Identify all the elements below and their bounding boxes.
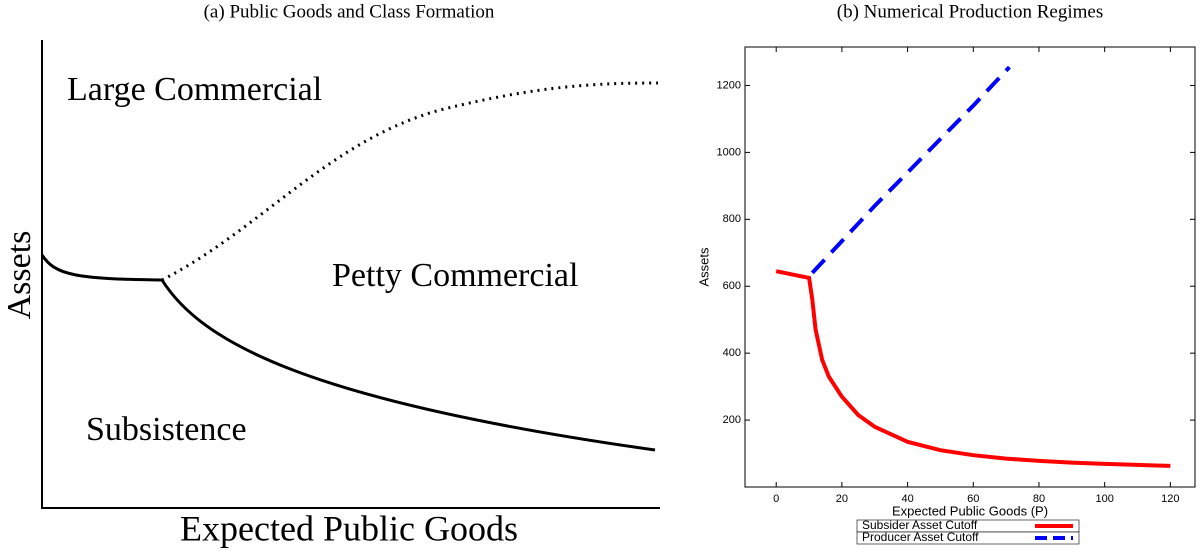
x-tick-label: 60: [967, 493, 979, 505]
x-axis-label: Expected Public Goods: [180, 508, 518, 548]
y-tick-label: 1000: [717, 146, 741, 158]
x-tick-label: 40: [901, 493, 913, 505]
x-tick-label: 80: [1033, 493, 1045, 505]
y-tick-label: 200: [723, 414, 741, 426]
region-label: Large Commercial: [67, 71, 322, 108]
commercial-boundary: [161, 81, 659, 282]
y-tick-label: 800: [723, 213, 741, 225]
legend-box: [856, 531, 1080, 545]
chart-title: (a) Public Goods and Class Formation: [204, 1, 495, 22]
x-tick-label: 0: [773, 493, 779, 505]
x-tick-label: 20: [836, 493, 848, 505]
line-series: [810, 65, 1011, 275]
y-axis-label: Assets: [1, 231, 38, 320]
panel-a: (a) Public Goods and Class Formation Ass…: [1, 1, 660, 548]
chart-title: (b) Numerical Production Regimes: [837, 1, 1103, 22]
x-axis-label: Expected Public Goods (P): [892, 503, 1048, 518]
y-tick-label: 1200: [717, 79, 741, 91]
panel-b: (b) Numerical Production Regimes Assets …: [696, 1, 1196, 545]
x-tick-label: 100: [1095, 493, 1113, 505]
subsistence-boundary: [40, 254, 656, 452]
region-label: Petty Commercial: [332, 257, 578, 294]
y-axis-label: Assets: [696, 247, 711, 287]
y-tick-label: 600: [723, 280, 741, 292]
legend-label: Subsider Asset Cutoff: [862, 518, 978, 532]
plot-frame: [744, 46, 1196, 488]
legend-label: Producer Asset Cutoff: [862, 530, 979, 544]
region-label: Subsistence: [86, 411, 247, 448]
line-series: [775, 269, 1171, 468]
x-tick-label: 120: [1161, 493, 1179, 505]
y-tick-label: 400: [723, 347, 741, 359]
